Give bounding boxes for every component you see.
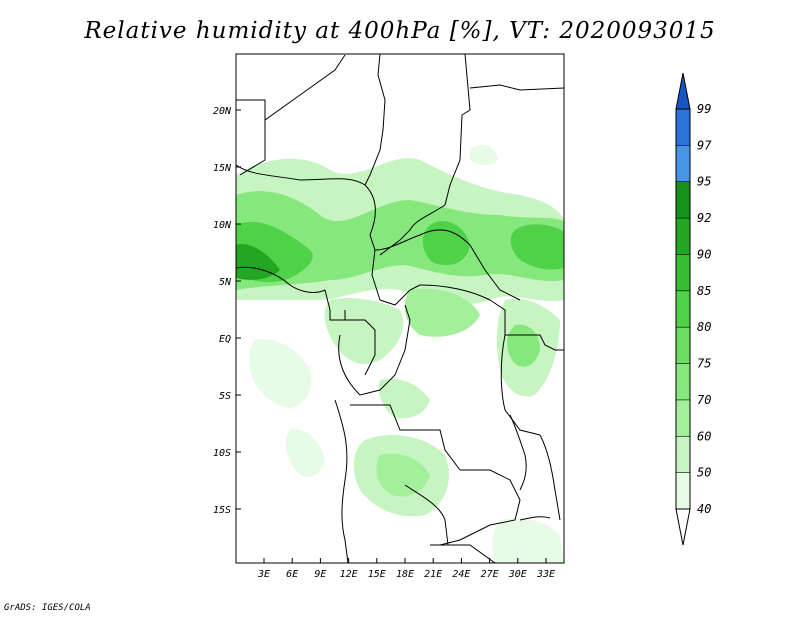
colorbar-segment bbox=[676, 145, 690, 182]
lat-tick-label: 5N bbox=[219, 277, 232, 288]
lat-tick-label: 5S bbox=[219, 391, 231, 402]
lat-tick-label: 15S bbox=[213, 505, 231, 516]
colorbar-segment bbox=[676, 363, 690, 400]
lon-axis: 3E 6E 9E 12E 15E 18E 21E 24E 27E 30E 33E bbox=[257, 558, 555, 580]
colorbar-label: 99 bbox=[697, 102, 711, 116]
lon-tick-label: 6E bbox=[286, 569, 298, 580]
colorbar-label: 75 bbox=[697, 357, 711, 371]
colorbar-segment bbox=[676, 327, 690, 364]
country-borders bbox=[236, 54, 564, 563]
colorbar-segment bbox=[676, 399, 690, 437]
lon-tick-label: 24E bbox=[452, 569, 470, 580]
colorbar-segment bbox=[676, 290, 690, 328]
lat-tick-label: 20N bbox=[213, 106, 232, 117]
colorbar-label: 70 bbox=[697, 393, 711, 407]
colorbar-segment bbox=[676, 254, 690, 291]
lat-tick-label: 15N bbox=[213, 163, 232, 174]
colorbar-segment bbox=[676, 472, 690, 509]
lon-tick-label: 30E bbox=[508, 569, 527, 580]
map-title: Relative humidity at 400hPa [%], VT: 202… bbox=[84, 18, 716, 44]
colorbar-label: 95 bbox=[697, 175, 711, 189]
colorbar-label: 85 bbox=[697, 284, 711, 298]
colorbar-segment bbox=[676, 436, 690, 473]
colorbar-label: 97 bbox=[697, 138, 712, 152]
colorbar-segment bbox=[676, 181, 690, 219]
lon-tick-label: 15E bbox=[368, 569, 386, 580]
colorbar-segment bbox=[676, 218, 690, 255]
colorbar-label: 60 bbox=[697, 429, 711, 443]
lon-tick-label: 18E bbox=[396, 569, 414, 580]
lon-tick-label: 9E bbox=[314, 569, 326, 580]
lon-tick-label: 3E bbox=[257, 569, 270, 580]
lon-tick-label: 33E bbox=[536, 569, 555, 580]
lat-tick-label: 10S bbox=[213, 448, 231, 459]
colorbar-label: 92 bbox=[697, 211, 711, 225]
lon-tick-label: 21E bbox=[424, 569, 442, 580]
lat-axis: 20N 15N 10N 5N EQ 5S 10S 15S bbox=[213, 106, 241, 516]
lat-tick-label: EQ bbox=[219, 334, 231, 345]
colorbar-segment bbox=[676, 109, 690, 146]
colorbar: 40 50 60 70 75 80 85 90 92 95 97 99 bbox=[675, 72, 712, 546]
colorbar-label: 80 bbox=[697, 320, 711, 334]
lat-tick-label: 10N bbox=[213, 220, 232, 231]
colorbar-label: 90 bbox=[697, 247, 711, 261]
lon-tick-label: 12E bbox=[340, 569, 358, 580]
humidity-field bbox=[236, 144, 564, 563]
grads-credit: GrADS: IGES/COLA bbox=[4, 603, 91, 613]
lon-tick-label: 27E bbox=[481, 569, 499, 580]
colorbar-label: 50 bbox=[697, 466, 711, 480]
map-border bbox=[235, 53, 565, 564]
colorbar-label: 40 bbox=[697, 502, 711, 516]
